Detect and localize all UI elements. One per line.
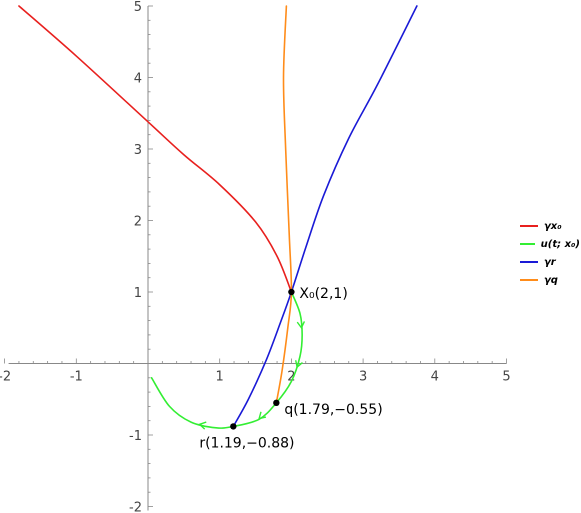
x-tick-label: 2: [287, 370, 295, 385]
point-marker: [230, 423, 237, 430]
legend-swatch: [520, 261, 538, 263]
legend-item: γr: [520, 253, 580, 271]
y-tick-label: 1: [134, 286, 142, 301]
point-label: r(1.19,−0.88): [199, 435, 294, 451]
markers: X₀(2,1) q(1.79,−0.55) r(1.19,−0.88): [199, 286, 382, 451]
legend-swatch: [520, 225, 538, 227]
legend: γx₀ u(t; x₀) γr γq: [520, 217, 580, 289]
x-tick-label: 5: [502, 370, 510, 385]
x-tick-label: 4: [431, 370, 439, 385]
point-label: q(1.79,−0.55): [284, 402, 382, 418]
x-tick-label: -1: [70, 370, 83, 385]
y-tick-label: 3: [134, 143, 142, 158]
legend-swatch: [520, 279, 538, 281]
gamma-r-curve: [232, 5, 418, 428]
legend-label: u(t; x₀): [540, 238, 580, 250]
curves: [18, 5, 418, 430]
point-marker: [273, 399, 280, 407]
x-tick-label: -2: [0, 370, 11, 385]
axes: -2 -1 1 2 3 4 5 -2 -1 1 2 3 4 5: [0, 0, 511, 513]
x-tick-label: 1: [216, 370, 224, 385]
trajectory-arrow: [198, 421, 207, 430]
legend-label: γx₀: [544, 220, 562, 232]
trajectory-arrow: [296, 321, 306, 330]
y-tick-label: -1: [129, 429, 142, 444]
legend-item: γq: [520, 271, 580, 289]
y-tick-label: 2: [134, 215, 142, 230]
point-marker: [288, 288, 295, 296]
gamma-x0-curve: [18, 5, 293, 293]
legend-item: γx₀: [520, 217, 580, 235]
legend-swatch: [520, 243, 535, 245]
y-tick-label: 4: [134, 72, 142, 87]
legend-label: γr: [544, 256, 556, 268]
point-label: X₀(2,1): [299, 286, 347, 302]
u-t-x0-curve: [150, 291, 303, 429]
x-tick-label: 3: [359, 370, 367, 385]
gamma-q-curve: [275, 5, 293, 404]
legend-item: u(t; x₀): [520, 235, 580, 253]
trajectory-arrow: [258, 411, 267, 420]
y-tick-label: 5: [134, 0, 142, 15]
legend-label: γq: [544, 274, 558, 286]
trajectory-arrow: [294, 360, 303, 369]
y-tick-label: -2: [129, 501, 142, 513]
